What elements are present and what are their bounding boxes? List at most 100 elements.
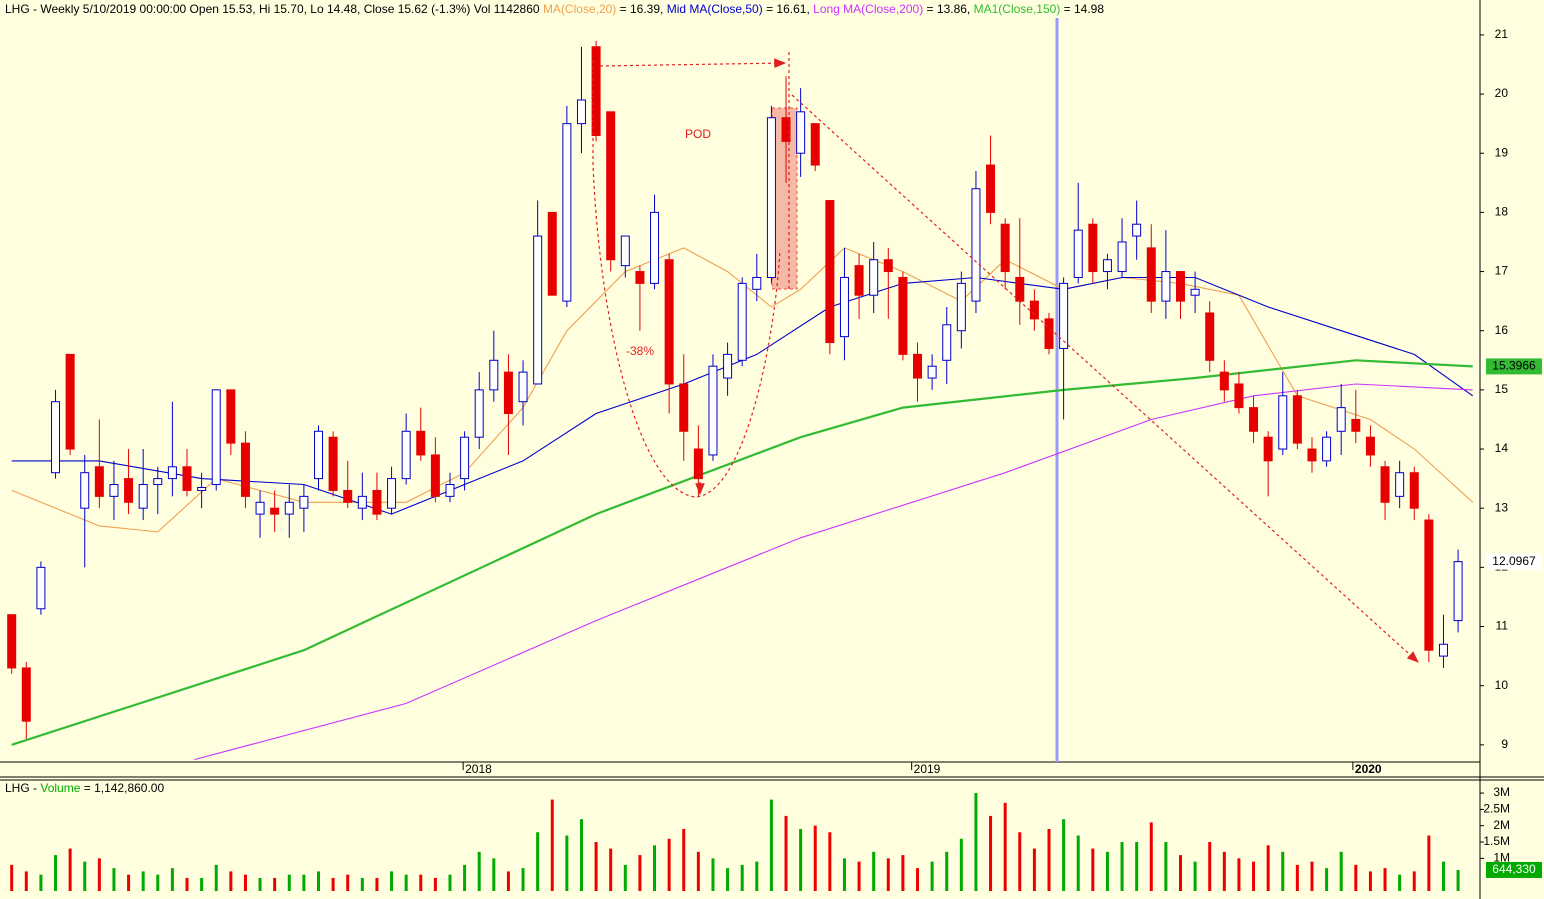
candle-body <box>956 282 966 332</box>
volume-bar <box>813 825 817 891</box>
y-tick-label: 16 <box>1495 323 1509 337</box>
candle-body <box>1336 407 1346 432</box>
candle-body <box>343 489 353 503</box>
volume-bar <box>97 858 101 891</box>
candle-body <box>1380 466 1390 503</box>
volume-bar <box>346 874 350 891</box>
candle-body <box>299 495 309 509</box>
candle-body <box>1438 643 1448 657</box>
ma-line <box>11 359 1473 746</box>
candle-body <box>270 507 280 515</box>
candle-body <box>1205 312 1215 361</box>
y-tick-label: 9 <box>1501 737 1508 751</box>
candle-body <box>7 614 17 669</box>
x-tick-label: 2020 <box>1355 762 1382 776</box>
volume-bar <box>1412 871 1416 891</box>
price-label: 12.0967 <box>1492 554 1536 568</box>
volume-bar <box>287 874 291 891</box>
volume-bar <box>726 868 730 891</box>
volume-bar <box>1237 858 1241 891</box>
candle-body <box>1351 418 1361 432</box>
volume-tick-label: 1.5M <box>1483 834 1510 848</box>
volume-bar <box>419 874 423 891</box>
annotation-text: POD <box>685 127 711 141</box>
volume-bar <box>1105 851 1109 891</box>
candle-body <box>1365 436 1375 456</box>
candle-body <box>182 466 192 491</box>
candle-body <box>737 282 747 361</box>
plot <box>7 40 1474 891</box>
legend-value: = 16.39, <box>620 2 664 16</box>
candle-body <box>328 436 338 491</box>
volume-bar <box>828 832 832 891</box>
candle-body <box>1059 282 1069 349</box>
volume-bar <box>1441 861 1445 891</box>
volume-bar <box>1018 832 1022 891</box>
candle-body <box>1161 271 1171 302</box>
volume-bar <box>1456 869 1460 891</box>
volume-bar <box>448 874 452 891</box>
price-label-box <box>1486 358 1542 375</box>
annotation-arrow <box>791 94 1419 663</box>
volume-bar <box>273 877 277 891</box>
volume-bar <box>463 864 467 891</box>
candle-body <box>971 188 981 302</box>
volume-bar <box>1383 868 1387 891</box>
legend-name: MA(Close,20) <box>543 2 616 16</box>
volume-bar <box>404 874 408 891</box>
volume-bar <box>857 861 861 891</box>
candle-body <box>854 265 864 296</box>
volume-bar <box>784 815 788 891</box>
candle-body <box>810 123 820 166</box>
candle-body <box>65 353 75 450</box>
y-tick-label: 17 <box>1495 264 1509 278</box>
candle-body <box>752 276 762 290</box>
candle-body <box>1000 223 1010 273</box>
volume-bar <box>1193 861 1197 891</box>
candle-body <box>1073 229 1083 278</box>
volume-tick-label: 1M <box>1493 851 1510 865</box>
volume-prefix: LHG - <box>5 781 37 795</box>
volume-bar <box>258 877 262 891</box>
candle-body <box>591 46 601 136</box>
candle-body <box>372 489 382 515</box>
candle-body <box>723 353 733 379</box>
volume-bar <box>1354 864 1358 891</box>
volume-tick-label: 2.5M <box>1483 802 1510 816</box>
volume-bar <box>360 877 364 891</box>
candle-body <box>1088 223 1098 273</box>
volume-bar <box>594 842 598 891</box>
price-label: 15.3966 <box>1492 359 1536 373</box>
volume-bar <box>1252 861 1256 891</box>
volume-bar <box>1149 822 1153 891</box>
volume-bar <box>1222 851 1226 891</box>
candle-body <box>1322 436 1332 462</box>
volume-bar <box>1076 835 1080 891</box>
candle-body <box>1029 300 1039 320</box>
volume-bar <box>886 858 890 891</box>
candle-body <box>1307 448 1317 462</box>
volume-tick-label: 3M <box>1493 785 1510 799</box>
candle-body <box>357 495 367 509</box>
volume-bar <box>623 864 627 891</box>
volume-bar <box>39 874 43 891</box>
candle-body <box>825 200 835 344</box>
candle-body <box>1263 436 1273 462</box>
volume-bar <box>1339 851 1343 891</box>
x-tick-label: 2019 <box>914 762 941 776</box>
y-tick-label: 11 <box>1496 619 1509 633</box>
volume-bar <box>579 819 583 891</box>
candle-body <box>1424 519 1434 651</box>
candle-body <box>211 389 221 486</box>
volume-bar <box>214 864 218 891</box>
volume-name: Volume <box>40 781 80 795</box>
candle-body <box>1219 371 1229 391</box>
volume-bar <box>1295 864 1299 891</box>
header-title: LHG - Weekly 5/10/2019 00:00:00 Open 15.… <box>5 2 540 16</box>
candle-body <box>576 99 586 125</box>
candle-body <box>138 484 148 509</box>
volume-bar <box>1427 835 1431 891</box>
volume-bar <box>959 838 963 891</box>
legend-name: MA1(Close,150) <box>974 2 1061 16</box>
volume-bar <box>901 855 905 891</box>
